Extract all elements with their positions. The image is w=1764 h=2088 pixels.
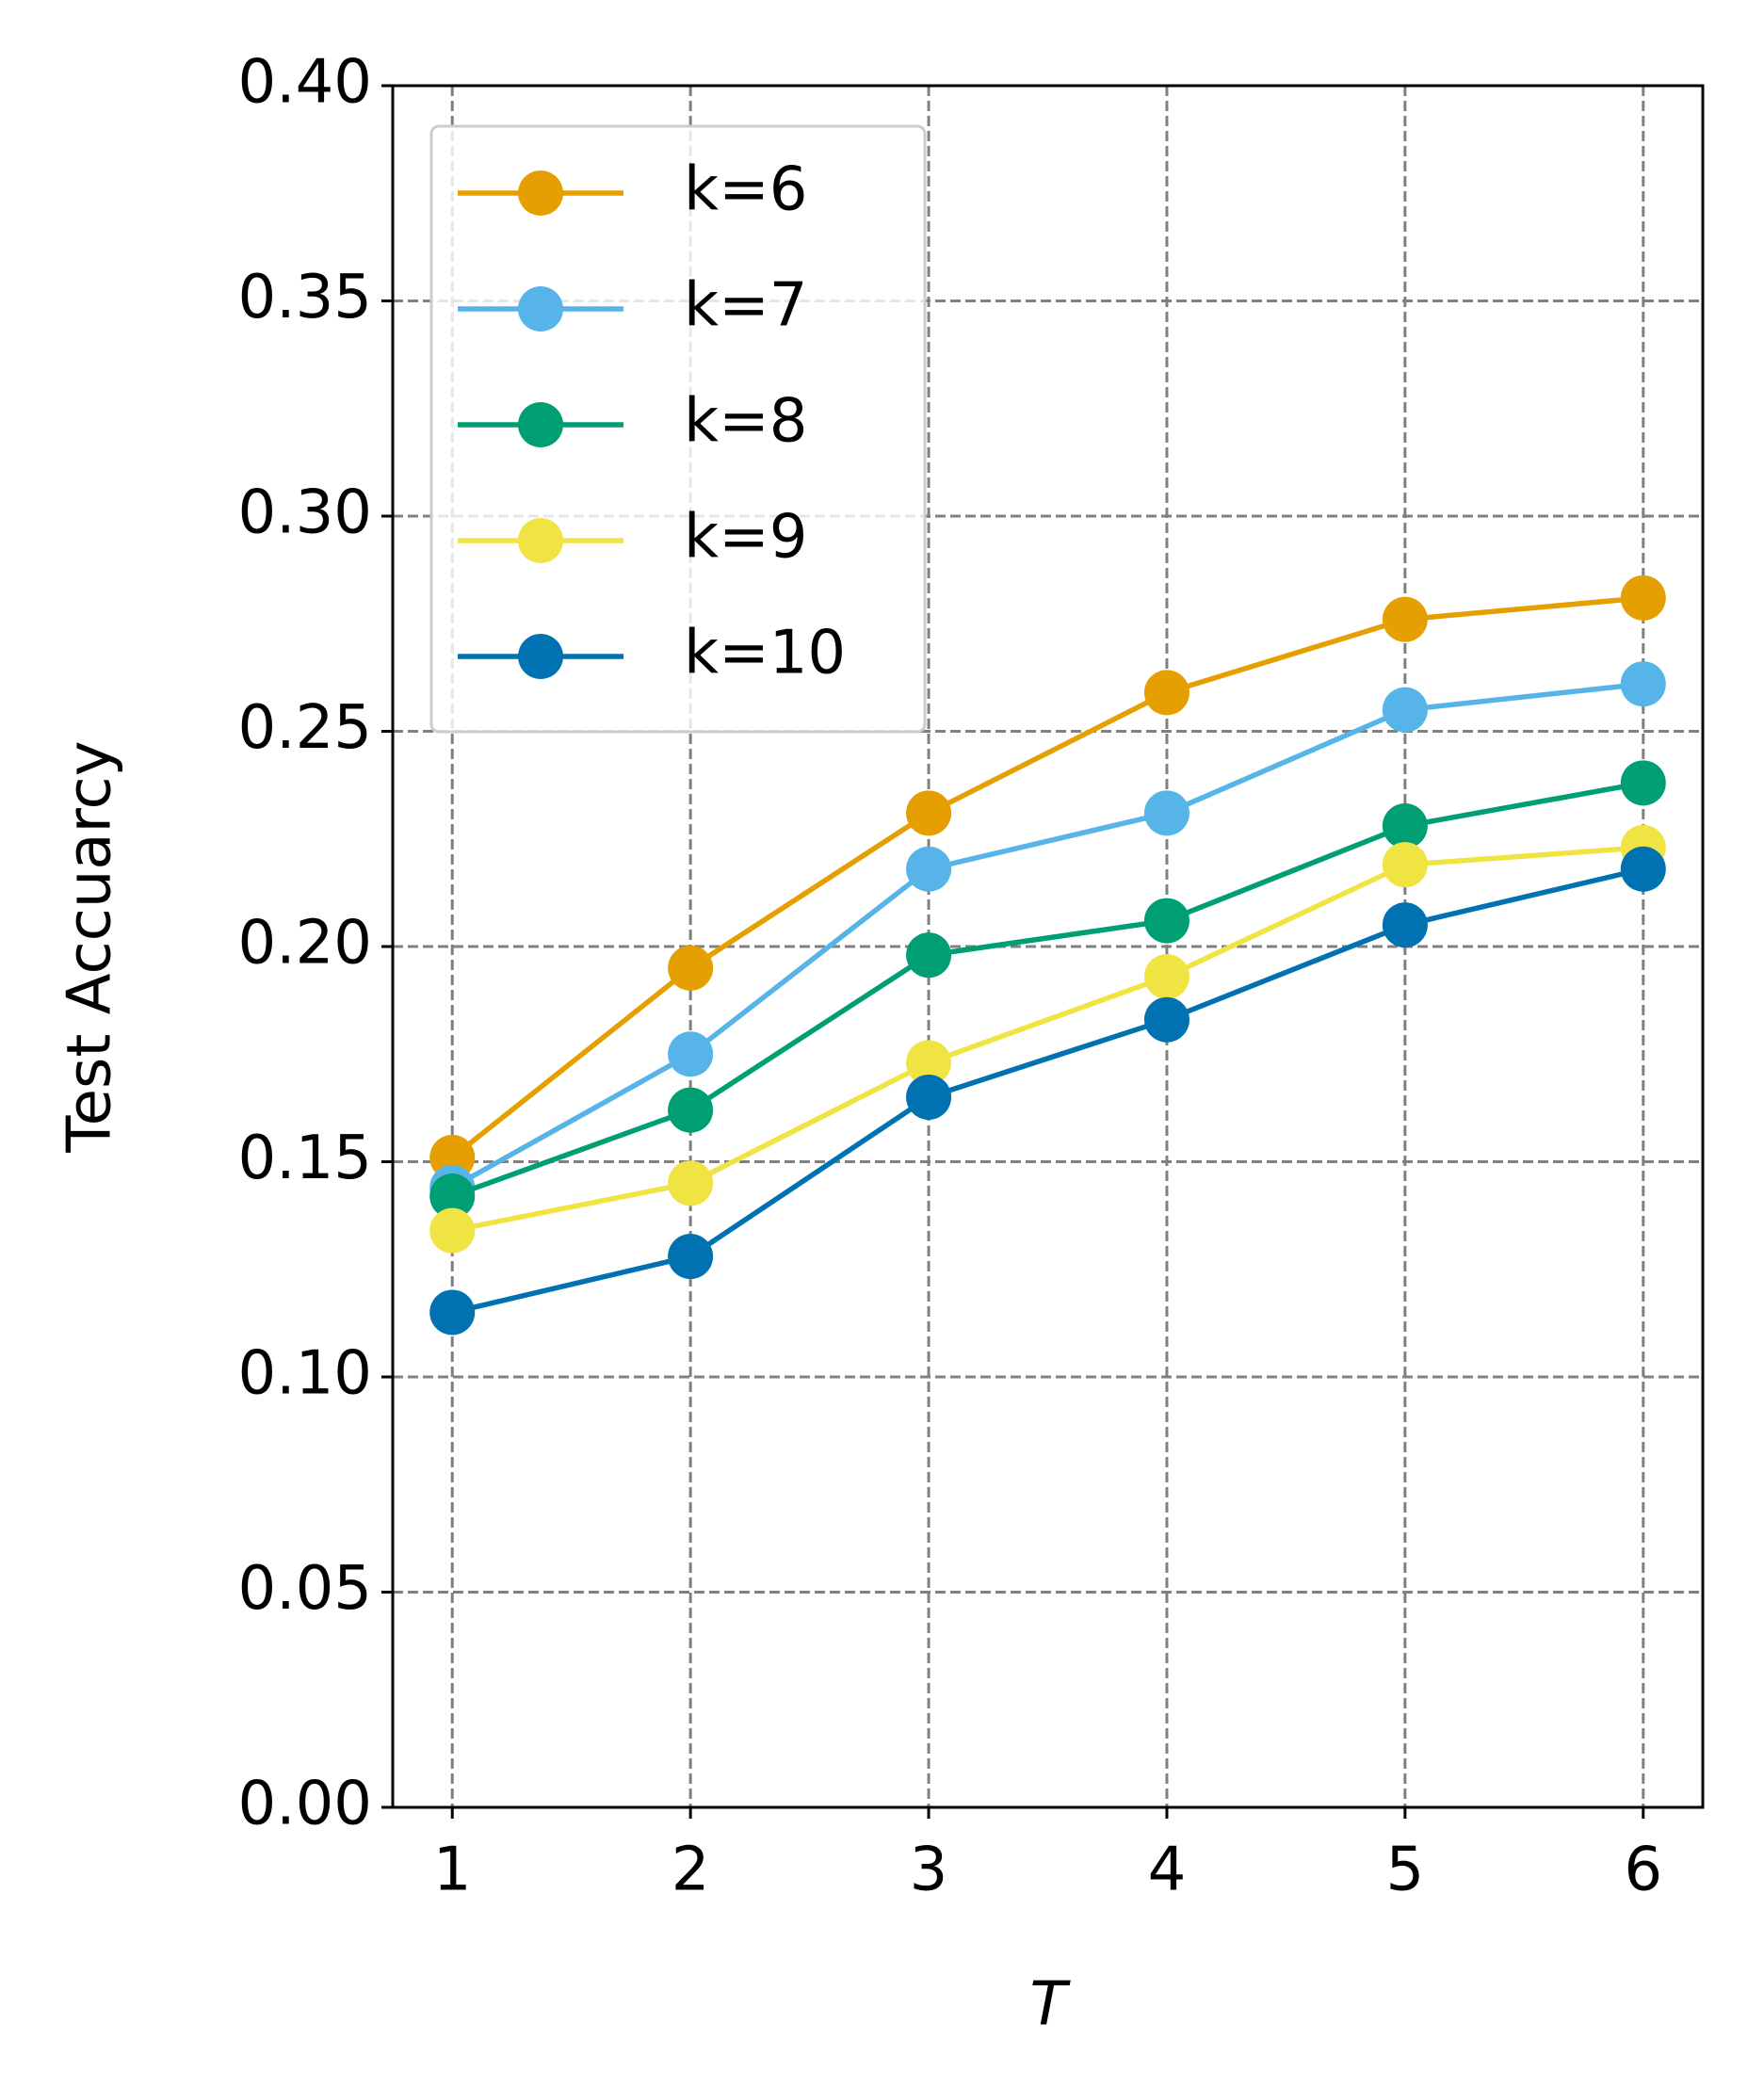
x-tick-label: 5 [1386,1836,1425,1905]
point [1382,803,1428,850]
legend-marker [518,402,563,447]
y-tick-label: 0.00 [238,1770,373,1839]
legend-label: k=7 [684,271,807,341]
series-line [451,866,1644,1316]
y-tick-label: 0.40 [238,48,373,118]
point [906,1040,952,1086]
point [1143,670,1189,716]
point [429,1173,476,1220]
point [1382,842,1428,888]
x-tick-label: 3 [910,1836,948,1905]
point [668,945,714,991]
point [1382,596,1428,642]
point [1143,790,1189,836]
point [1620,846,1666,892]
legend-label: k=9 [684,503,807,573]
series-line [451,780,1644,1199]
series-line [450,595,1644,1160]
point [668,1234,714,1280]
legend-label: k=10 [684,619,846,688]
point [1382,902,1428,948]
y-tick-label: 0.20 [238,909,373,979]
y-tick-label: 0.30 [238,478,373,548]
plot-frame [391,84,1705,1809]
point [429,1207,476,1254]
x-tick-label: 2 [672,1836,710,1905]
point [906,932,952,979]
y-tick-label: 0.35 [238,263,373,332]
y-tick-label: 0.15 [238,1124,373,1193]
point [1143,953,1189,999]
point [906,1074,952,1120]
y-tick-label: 0.25 [238,693,373,763]
legend-marker [518,286,563,332]
series-line [450,681,1644,1190]
x-axis-label: T [1029,1970,1071,2040]
point [668,1087,714,1133]
legend-marker [518,634,563,679]
point [668,1031,714,1077]
legend-box [429,124,927,734]
point [906,846,952,892]
series-line [451,845,1643,1234]
point [668,1160,714,1206]
legend-label: k=8 [684,387,807,457]
y-tick-label: 0.10 [238,1339,373,1409]
legend-marker [518,170,563,216]
y-axis-label: Test Accuarcy [56,740,125,1153]
point [1620,760,1666,806]
y-tick-label: 0.05 [238,1554,373,1624]
point [1382,687,1428,733]
point [1143,898,1189,944]
x-tick-label: 6 [1624,1836,1662,1905]
legend-label: k=6 [684,155,807,225]
point [1620,661,1666,707]
point [429,1289,476,1335]
legend-marker [518,518,563,563]
point [1620,575,1666,621]
point [906,790,952,836]
point [1143,996,1189,1043]
x-tick-label: 1 [433,1836,472,1905]
x-tick-label: 4 [1148,1836,1187,1905]
